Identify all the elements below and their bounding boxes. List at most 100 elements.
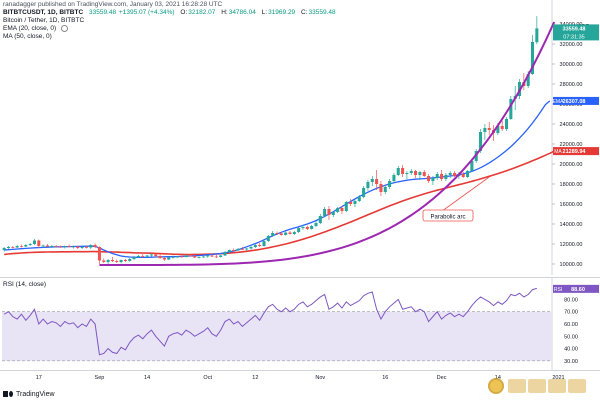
candle-body	[37, 240, 41, 246]
candle-body	[167, 257, 171, 260]
candle	[97, 246, 101, 264]
rsi-tick-label: 60.00	[564, 322, 578, 328]
chart-title: Bitcoin / Tether, 1D, BITBTC	[3, 17, 85, 24]
candle-body	[288, 232, 292, 234]
candle-body	[466, 171, 470, 177]
candle-body	[67, 246, 71, 247]
candle	[301, 225, 305, 230]
price-tick-label: 12000.00	[560, 242, 583, 248]
candle	[418, 171, 422, 180]
price-tick-label: 18000.00	[560, 182, 583, 188]
candle-body	[279, 233, 283, 235]
footer-brand[interactable]: TradingView	[3, 390, 55, 398]
candle-body	[232, 250, 236, 251]
candle	[223, 251, 227, 256]
candle-body	[535, 28, 539, 43]
price-chart[interactable]: USDT10000.0012000.0014000.0016000.001800…	[0, 0, 600, 275]
settings-icon[interactable]	[61, 25, 69, 32]
candle-body	[461, 174, 465, 177]
candle	[80, 246, 84, 249]
candle	[500, 121, 504, 131]
candle	[362, 186, 366, 198]
candle-body	[392, 175, 396, 181]
ema-legend-label: EMA (20, close, 0)	[3, 25, 57, 33]
candle-body	[171, 257, 175, 258]
candle-body	[128, 259, 132, 261]
candle	[193, 255, 197, 258]
candle-body	[19, 246, 24, 247]
candle	[292, 231, 296, 235]
candle-body	[11, 247, 15, 248]
candle-body	[258, 245, 262, 246]
candle-body	[448, 173, 452, 175]
candle	[184, 255, 188, 258]
candle	[379, 181, 383, 196]
price-tick-label: 20000.00	[560, 162, 583, 168]
candle-body	[440, 174, 444, 179]
candle-body	[236, 249, 240, 251]
symbol-line: BITBTCUSDT, 1D, BITBTC 33559.48 +1395.07…	[3, 9, 336, 17]
candle-body	[509, 99, 513, 119]
candle	[115, 259, 119, 263]
candle	[258, 243, 262, 247]
price-label-bg	[553, 147, 599, 156]
candle-body	[336, 208, 340, 212]
candle-body	[297, 228, 301, 232]
candle-body	[2, 248, 6, 250]
rsi-legend[interactable]: RSI (14, close)	[3, 281, 46, 288]
rsi-line	[3, 287, 537, 356]
annotation-pointer	[437, 176, 490, 215]
candle-body	[331, 212, 335, 215]
ema-legend[interactable]: EMA (20, close, 0)	[3, 25, 69, 33]
candle	[422, 170, 426, 177]
candle	[435, 172, 439, 180]
candle	[279, 232, 283, 236]
time-axis[interactable]: 17Sep14Oct12Nov16Dec142021	[0, 370, 600, 384]
rsi-tick-label: 30.00	[564, 359, 578, 365]
candle	[310, 225, 314, 230]
candle	[89, 244, 93, 249]
candle	[119, 259, 123, 264]
candle-body	[383, 187, 387, 192]
candle-body	[145, 255, 149, 257]
candle-body	[15, 246, 19, 248]
symbol[interactable]: BITBTCUSDT, 1D, BITBTC	[3, 9, 84, 16]
candle	[409, 169, 413, 175]
candle	[6, 246, 11, 249]
candle-body	[422, 172, 426, 176]
candle-body	[349, 202, 353, 204]
candle-body	[245, 248, 249, 250]
candle	[128, 258, 132, 262]
candle	[453, 171, 457, 177]
candle	[336, 207, 340, 213]
high-label: H:	[221, 9, 228, 16]
candle	[405, 171, 409, 179]
candle-body	[496, 126, 500, 133]
candle	[214, 255, 218, 258]
candle	[175, 256, 179, 258]
candle	[275, 231, 279, 235]
rsi-tick-label: 40.00	[564, 347, 578, 353]
candle	[58, 245, 62, 248]
candle	[201, 256, 205, 258]
candle-body	[409, 171, 413, 173]
time-tick-label: 2021	[552, 375, 564, 381]
candle-body	[530, 42, 535, 74]
price-label-last: 33559.48 07:31:35	[553, 24, 599, 40]
candle-body	[253, 245, 257, 247]
candle-body	[180, 256, 184, 258]
ma-legend[interactable]: MA (50, close, 0)	[3, 33, 52, 41]
candle-body	[262, 241, 266, 246]
candle-body	[249, 247, 253, 249]
candle	[206, 255, 210, 258]
candle-body	[63, 246, 67, 247]
candle	[162, 257, 166, 261]
candle	[188, 254, 192, 257]
candle	[54, 245, 58, 248]
candle-body	[54, 246, 58, 247]
candle-body	[93, 245, 97, 247]
candle-body	[318, 216, 322, 223]
candle	[366, 180, 370, 191]
